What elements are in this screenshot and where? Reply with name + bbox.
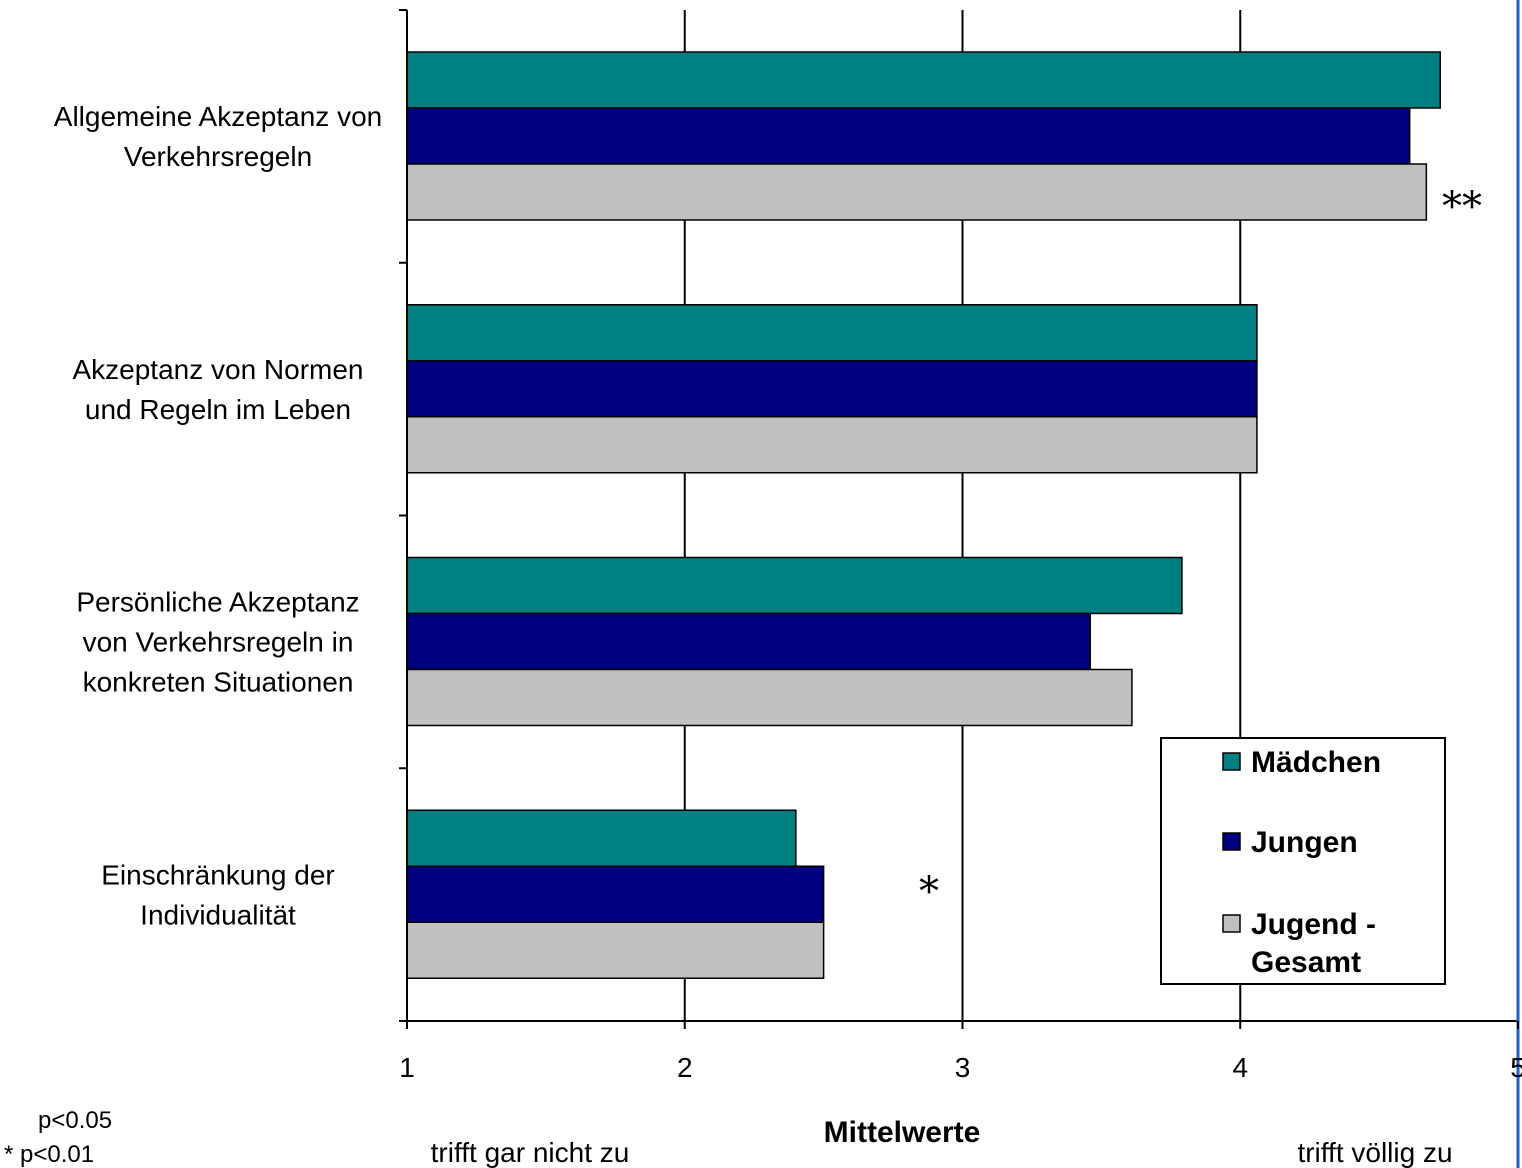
x-anchor-right-label: trifft völlig zu xyxy=(1297,1137,1452,1168)
x-anchor-left-label: trifft gar nicht zu xyxy=(431,1137,630,1168)
category-label-3: Persönliche Akzeptanz xyxy=(76,587,359,618)
bar-1-4 xyxy=(406,809,797,867)
legend-label-jungen: Jungen xyxy=(1251,826,1358,859)
x-axis-title: Mittelwerte xyxy=(824,1116,981,1149)
legend: Mädchen Jungen Jugend - Gesamt xyxy=(1160,737,1446,985)
x-tick-label-4: 4 xyxy=(1232,1052,1248,1083)
bar-2-2 xyxy=(406,360,1258,418)
bar-2-1 xyxy=(406,107,1411,165)
bar-3-3 xyxy=(406,668,1133,727)
bar-3-1 xyxy=(406,163,1428,221)
legend-swatch-jungen xyxy=(1222,832,1241,851)
bar-1-1 xyxy=(406,51,1441,109)
legend-swatch-gesamt xyxy=(1222,914,1241,933)
legend-label-gesamt-line2: Gesamt xyxy=(1251,946,1361,979)
significance-marks: *** xyxy=(919,184,1482,915)
bar-2-4 xyxy=(406,865,825,923)
x-tick-labels: 1 2 3 4 5 xyxy=(399,1021,1522,1083)
legend-label-maedchen: Mädchen xyxy=(1251,746,1381,779)
x-tick-label-2: 2 xyxy=(677,1052,693,1083)
note-p-005: p<0.05 xyxy=(38,1107,112,1134)
significance-mark-1: ** xyxy=(1442,184,1482,230)
category-label-4: Einschränkung der xyxy=(101,859,334,890)
category-label-2: und Regeln im Leben xyxy=(85,394,351,425)
legend-swatch-maedchen xyxy=(1222,752,1241,771)
x-tick-label-5: 5 xyxy=(1510,1052,1522,1083)
category-label-2: Akzeptanz von Normen xyxy=(72,354,363,385)
x-tick-label-3: 3 xyxy=(955,1052,971,1083)
x-tick-label-1: 1 xyxy=(399,1052,415,1083)
bar-1-2 xyxy=(406,304,1258,362)
category-label-4: Individualität xyxy=(140,899,296,930)
bar-2-3 xyxy=(406,612,1092,671)
note-p-001: * p<0.01 xyxy=(4,1141,94,1168)
significance-mark-4: * xyxy=(919,869,939,915)
bar-1-3 xyxy=(406,556,1183,615)
legend-label-gesamt-line1: Jugend - xyxy=(1251,908,1376,941)
category-label-1: Verkehrsregeln xyxy=(124,141,312,172)
bar-3-2 xyxy=(406,416,1258,474)
category-label-3: von Verkehrsregeln in xyxy=(83,627,354,658)
category-labels: Allgemeine Akzeptanz von Verkehrsregeln Ak… xyxy=(54,101,382,930)
bars xyxy=(406,51,1441,979)
category-label-1: Allgemeine Akzeptanz von xyxy=(54,101,382,132)
legend-box xyxy=(1160,737,1446,985)
bar-3-4 xyxy=(406,921,825,979)
category-label-3: konkreten Situationen xyxy=(83,667,354,698)
